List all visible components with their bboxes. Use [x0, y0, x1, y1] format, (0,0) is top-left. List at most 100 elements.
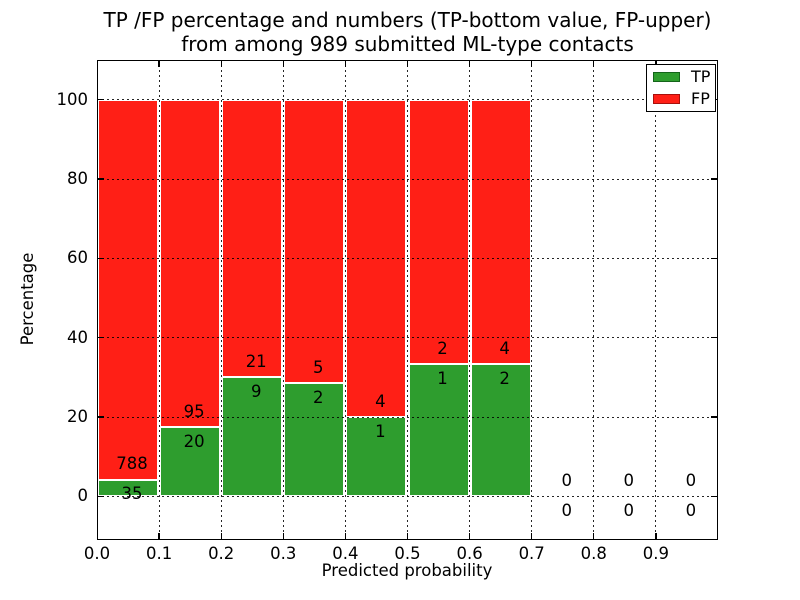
v-gridline [469, 60, 471, 540]
y-tick-label: 100 [56, 89, 89, 109]
x-tick-label: 0.7 [518, 544, 545, 563]
x-tick-label: 0.0 [83, 544, 111, 563]
fp-count-label: 0 [561, 471, 572, 491]
x-tick-label: 0.3 [270, 544, 297, 563]
fp-bar-segment [222, 99, 283, 378]
tp-count-label: 2 [499, 368, 510, 388]
fp-count-label: 0 [623, 471, 635, 491]
x-tick-bottom [655, 532, 657, 539]
tp-count-label: 9 [250, 381, 262, 401]
axis-spine-bottom [97, 538, 718, 540]
x-tick-label: 0.8 [580, 544, 607, 563]
y-tick-label: 0 [77, 486, 89, 506]
v-gridline [220, 60, 222, 540]
y-tick-label: 80 [67, 169, 88, 189]
y-tick-right [710, 495, 717, 498]
x-tick-label: 0.1 [145, 544, 173, 563]
tp-legend-swatch [653, 72, 680, 82]
x-tick-top [158, 61, 160, 68]
y-tick-label: 60 [67, 248, 88, 268]
y-tick-left [98, 257, 105, 260]
x-tick-top [531, 61, 533, 68]
tp-bar-segment [98, 479, 159, 497]
x-tick-top [220, 61, 222, 68]
v-gridline [655, 60, 657, 540]
tp-count-label: 35 [121, 484, 143, 504]
legend-label: FP [691, 89, 710, 108]
x-tick-label: 0.9 [642, 544, 670, 563]
y-tick-left [98, 99, 105, 101]
x-tick-top [716, 61, 718, 68]
fp-count-label: 2 [437, 338, 448, 358]
fp-count-label: 788 [116, 454, 148, 474]
v-gridline [407, 60, 408, 540]
y-tick-left [98, 416, 105, 418]
chart-title-line-2: from among 989 submitted ML-type contact… [181, 31, 634, 56]
fp-count-label: 4 [375, 391, 386, 411]
chart-title: TP /FP percentage and numbers (TP-bottom… [8, 8, 800, 56]
fp-legend-swatch [653, 94, 680, 104]
tp-count-label: 0 [623, 500, 635, 520]
x-tick-bottom [220, 532, 222, 539]
fp-bar-segment [160, 99, 221, 428]
x-tick-label: 0.6 [456, 544, 483, 563]
x-tick-bottom [158, 532, 160, 539]
x-tick-bottom [716, 532, 718, 539]
y-tick-right [710, 257, 717, 260]
y-tick-right [710, 178, 717, 180]
y-tick-left [98, 178, 105, 180]
tp-bar-segment [408, 364, 469, 497]
legend: TP FP [646, 64, 716, 112]
x-tick-bottom [406, 532, 409, 539]
tp-count-label: 0 [685, 500, 697, 520]
y-tick-label: 40 [67, 327, 88, 347]
x-tick-bottom [282, 532, 284, 539]
y-tick-right [710, 337, 717, 339]
legend-item-tp: TP [647, 66, 715, 88]
tp-bar-segment [346, 417, 407, 497]
fp-count-label: 5 [313, 357, 324, 377]
y-axis-label: Percentage [18, 252, 37, 346]
plot-area: 788 35 95 20 21 9 5 2 4 1 2 1 4 2 0 0 0 0 0 0 [97, 60, 718, 540]
x-tick-top [282, 61, 284, 68]
tp-bar-segment [222, 377, 283, 497]
fp-bar-segment [408, 99, 469, 365]
tp-count-label: 2 [313, 387, 324, 407]
chart-title-line-1: TP /FP percentage and numbers (TP-bottom… [103, 8, 712, 32]
x-tick-label: 0.2 [208, 544, 235, 563]
y-tick-left [98, 337, 105, 339]
axis-spine-right [716, 60, 718, 540]
x-tick-bottom [344, 532, 347, 539]
tp-count-label: 1 [437, 368, 448, 388]
y-tick-right [710, 416, 717, 418]
fp-bar-segment [284, 99, 345, 384]
x-tick-top [406, 61, 409, 68]
x-tick-top [344, 61, 347, 68]
fp-bar-segment [98, 99, 159, 480]
x-tick-label: 0.4 [332, 544, 359, 563]
tp-bar-segment [160, 427, 221, 497]
x-tick-top [97, 61, 99, 68]
fp-count-label: 95 [183, 402, 205, 422]
x-tick-bottom [468, 532, 471, 539]
x-tick-top [593, 61, 595, 68]
y-tick-label: 20 [67, 407, 88, 427]
fp-count-label: 4 [499, 338, 510, 358]
y-tick-left [98, 495, 105, 498]
fp-bar-segment [470, 99, 531, 365]
x-tick-bottom [531, 532, 533, 539]
tp-count-label: 1 [375, 421, 386, 441]
v-gridline [282, 60, 284, 540]
tp-bar-segment [470, 364, 531, 497]
x-tick-label: 0.5 [394, 544, 421, 563]
fp-count-label: 0 [685, 471, 697, 491]
tp-bar-segment [284, 383, 345, 497]
axis-spine-top [97, 60, 718, 62]
legend-label: TP [691, 67, 711, 86]
x-axis-label: Predicted probability [321, 561, 493, 580]
legend-item-fp: FP [647, 88, 715, 110]
v-gridline [593, 60, 595, 540]
tp-count-label: 20 [183, 431, 205, 451]
tp-count-label: 0 [561, 500, 572, 520]
